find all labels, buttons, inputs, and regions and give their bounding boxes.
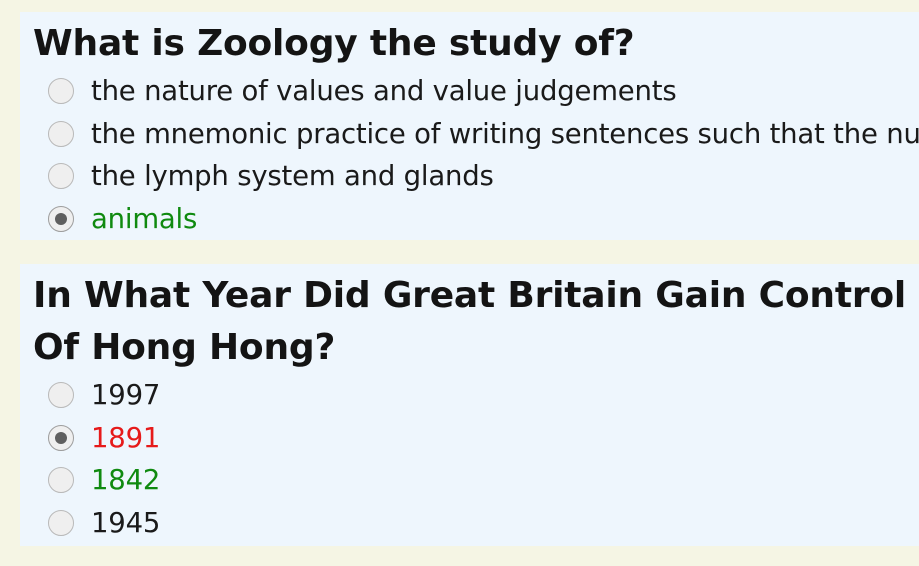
answer-option-selected[interactable]: 1891 bbox=[33, 417, 919, 460]
answer-label: the nature of values and value judgement… bbox=[91, 75, 677, 108]
answer-label: 1997 bbox=[91, 379, 161, 412]
answer-option[interactable]: the nature of values and value judgement… bbox=[33, 70, 919, 113]
question-card-2: In What Year Did Great Britain Gain Cont… bbox=[20, 264, 919, 546]
radio-button[interactable] bbox=[48, 467, 74, 494]
radio-button[interactable] bbox=[48, 163, 74, 190]
radio-button[interactable] bbox=[48, 120, 74, 147]
question-text: In What Year Did Great Britain Gain Cont… bbox=[33, 275, 907, 368]
answer-label-correct: animals bbox=[91, 202, 198, 235]
answer-option[interactable]: 1997 bbox=[33, 374, 919, 417]
radio-button[interactable] bbox=[48, 509, 74, 536]
answer-label: the mnemonic practice of writing sentenc… bbox=[91, 117, 919, 150]
answer-label: the lymph system and glands bbox=[91, 160, 494, 193]
radio-button[interactable] bbox=[48, 382, 74, 409]
answer-label-correct: 1842 bbox=[91, 464, 161, 497]
question-card-1: What is Zoology the study of? the nature… bbox=[20, 12, 919, 240]
radio-button-checked[interactable] bbox=[48, 424, 74, 451]
answer-option-selected[interactable]: animals bbox=[33, 198, 919, 241]
answer-label-wrong: 1891 bbox=[91, 421, 161, 454]
answer-option[interactable]: the mnemonic practice of writing sentenc… bbox=[33, 113, 919, 156]
answer-label: 1945 bbox=[91, 506, 161, 539]
answer-options: 1997 1891 1842 1945 bbox=[33, 374, 919, 544]
radio-button-checked[interactable] bbox=[48, 205, 74, 232]
question-text: What is Zoology the study of? bbox=[33, 23, 635, 64]
answer-options: the nature of values and value judgement… bbox=[33, 70, 919, 240]
answer-option[interactable]: the lymph system and glands bbox=[33, 155, 919, 198]
radio-button[interactable] bbox=[48, 78, 74, 105]
answer-option[interactable]: 1842 bbox=[33, 459, 919, 502]
answer-option[interactable]: 1945 bbox=[33, 502, 919, 545]
